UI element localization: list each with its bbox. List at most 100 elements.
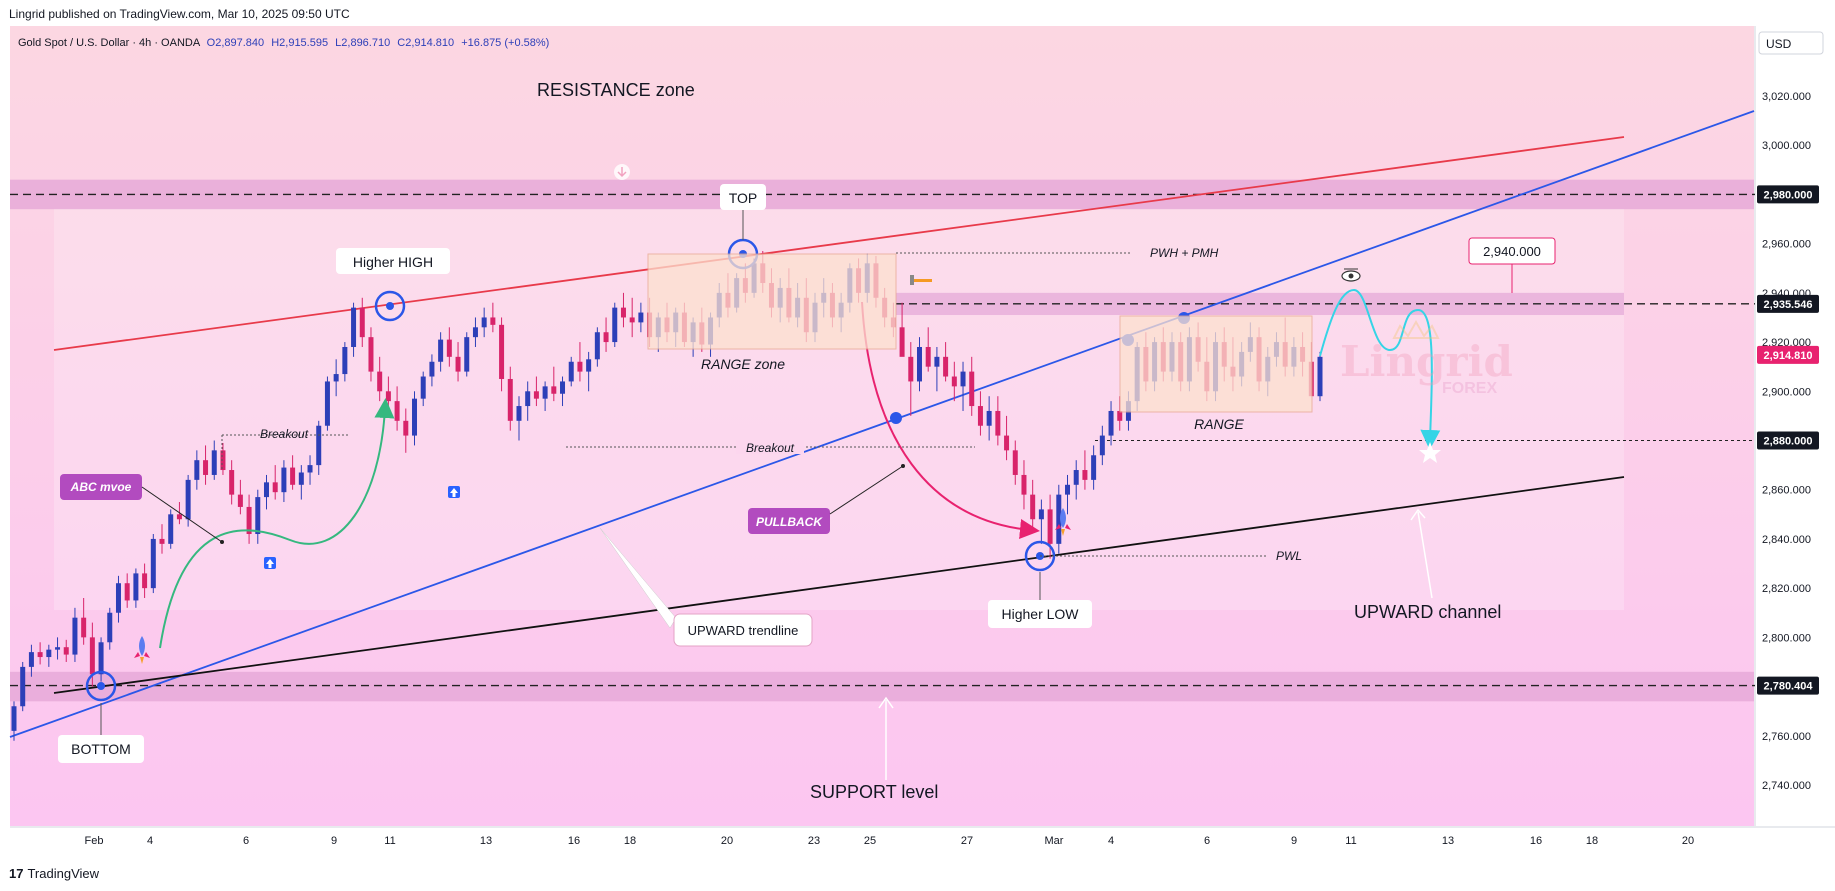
pullback-arc xyxy=(861,301,1040,539)
candle-body xyxy=(533,391,539,399)
zone-2 xyxy=(10,671,1754,702)
publisher-line: Lingrid published on TradingView.com, Ma… xyxy=(9,7,350,21)
lines-layer xyxy=(9,110,1755,738)
candle-body xyxy=(255,497,261,535)
svg-text:2,940.000: 2,940.000 xyxy=(1483,244,1541,259)
y-tick-label: 2,860.000 xyxy=(1762,485,1811,497)
trend-touch-dot xyxy=(890,412,902,424)
price-badge-label: 2,935.546 xyxy=(1764,299,1813,311)
pivot-ring xyxy=(374,290,406,322)
candle-body xyxy=(1038,509,1044,520)
target-price-box: 2,940.000 xyxy=(1468,237,1556,293)
x-tick-label: 6 xyxy=(243,835,249,847)
candle-body xyxy=(28,652,34,667)
watermark-main: Lingrid xyxy=(1340,337,1513,386)
candle-body xyxy=(1073,470,1079,485)
candle-body xyxy=(986,410,992,426)
candle-body xyxy=(960,371,966,387)
x-tick-label: 11 xyxy=(384,835,395,847)
svg-text:PWH + PMH: PWH + PMH xyxy=(1150,246,1219,260)
x-tick-label: 9 xyxy=(1291,835,1297,847)
candle-body xyxy=(324,381,330,426)
candle-body xyxy=(220,450,226,471)
ohlc-close: C2,914.810 xyxy=(397,37,454,49)
y-tick-label: 2,900.000 xyxy=(1762,386,1811,398)
pivot-ring xyxy=(85,670,117,702)
candle-body xyxy=(1021,474,1027,495)
price-badge-label: 2,780.404 xyxy=(1764,681,1814,693)
candle-body xyxy=(272,482,278,493)
x-tick-label: 16 xyxy=(568,835,580,847)
candle-body xyxy=(464,337,470,372)
currency-label: USD xyxy=(1766,37,1792,51)
price-badge-label: 2,880.000 xyxy=(1764,436,1813,448)
candle-body xyxy=(1108,410,1114,436)
svg-text:Gold Spot / U.S. Dollar · 4h ·: Gold Spot / U.S. Dollar · 4h · OANDA O2,… xyxy=(18,37,549,49)
candle-body xyxy=(977,406,983,426)
pullback-tag: PULLBACK xyxy=(748,464,905,534)
candle-body xyxy=(943,356,949,377)
candle-body xyxy=(342,346,348,375)
candle-body xyxy=(46,649,52,658)
watermark-sub: FOREX xyxy=(1442,380,1497,397)
candle-body xyxy=(594,332,600,360)
pwl-line: PWL xyxy=(1040,549,1302,563)
x-tick-label: 6 xyxy=(1204,835,1210,847)
candle-body xyxy=(37,652,43,658)
star-icon xyxy=(1419,442,1441,463)
candle-body xyxy=(1065,484,1071,495)
price-badge-label: 2,980.000 xyxy=(1764,189,1813,201)
pwh-pmh-line: PWH + PMH xyxy=(896,246,1219,260)
candle-body xyxy=(1117,410,1123,421)
x-axis: Feb 4 6 9 11 13 16 18 20 23 25 27 Mar 4 6 9 11 13 16 18 20 xyxy=(85,835,1695,847)
candle-body xyxy=(1082,470,1088,480)
svg-text:RANGE: RANGE xyxy=(1194,416,1244,432)
hammer-icon xyxy=(910,275,932,285)
price-badge-label: 2,914.810 xyxy=(1764,350,1813,362)
support-arrowhead xyxy=(878,696,894,709)
abc-move-arc xyxy=(159,398,395,649)
upward-trendline xyxy=(9,110,1755,738)
candle-body xyxy=(1004,435,1010,451)
candle-body xyxy=(185,479,191,520)
candle-body xyxy=(55,647,61,650)
candle-body xyxy=(934,356,940,367)
x-tick-label: Mar xyxy=(1045,835,1064,847)
candle-body xyxy=(507,378,513,421)
candle-body xyxy=(499,324,505,379)
up-arrow-icon xyxy=(264,557,276,569)
y-tick-label: 3,020.000 xyxy=(1762,91,1811,103)
candle-body xyxy=(481,317,487,328)
channel-arrowhead xyxy=(1410,508,1426,521)
upward-channel-label: UPWARD channel xyxy=(1354,602,1501,622)
candle-body xyxy=(516,406,522,421)
candle-body xyxy=(899,327,905,357)
channel-arrow xyxy=(1417,511,1433,599)
candle-body xyxy=(142,573,148,589)
x-tick-label: 9 xyxy=(331,835,337,847)
candle-body xyxy=(620,307,626,318)
higher-high-callout: Higher HIGH xyxy=(336,248,450,274)
ohlc-change: +16.875 (+0.58%) xyxy=(461,37,549,49)
candle-body xyxy=(1047,509,1053,544)
symbol-name: Gold Spot / U.S. Dollar · 4h · OANDA xyxy=(18,37,201,49)
crown-icon xyxy=(1392,319,1440,339)
candle-body xyxy=(995,410,1001,436)
ohlc-low: L2,896.710 xyxy=(335,37,390,49)
x-tick-label: 13 xyxy=(1442,835,1454,847)
candle-body xyxy=(1091,455,1097,480)
candle-body xyxy=(472,327,478,338)
candle-body xyxy=(1012,450,1018,475)
rocket-icon xyxy=(134,636,150,664)
candle-body xyxy=(229,470,235,495)
x-tick-label: 11 xyxy=(1345,835,1356,847)
channel-bottom-line xyxy=(53,476,1625,694)
candle-body xyxy=(72,617,78,655)
candle-body xyxy=(951,376,957,387)
currency-box[interactable] xyxy=(1758,31,1824,55)
candle-body xyxy=(1317,356,1323,397)
x-tick-label: 20 xyxy=(1682,835,1694,847)
y-tick-label: 3,000.000 xyxy=(1762,140,1811,152)
svg-text:RANGE zone: RANGE zone xyxy=(701,356,785,372)
